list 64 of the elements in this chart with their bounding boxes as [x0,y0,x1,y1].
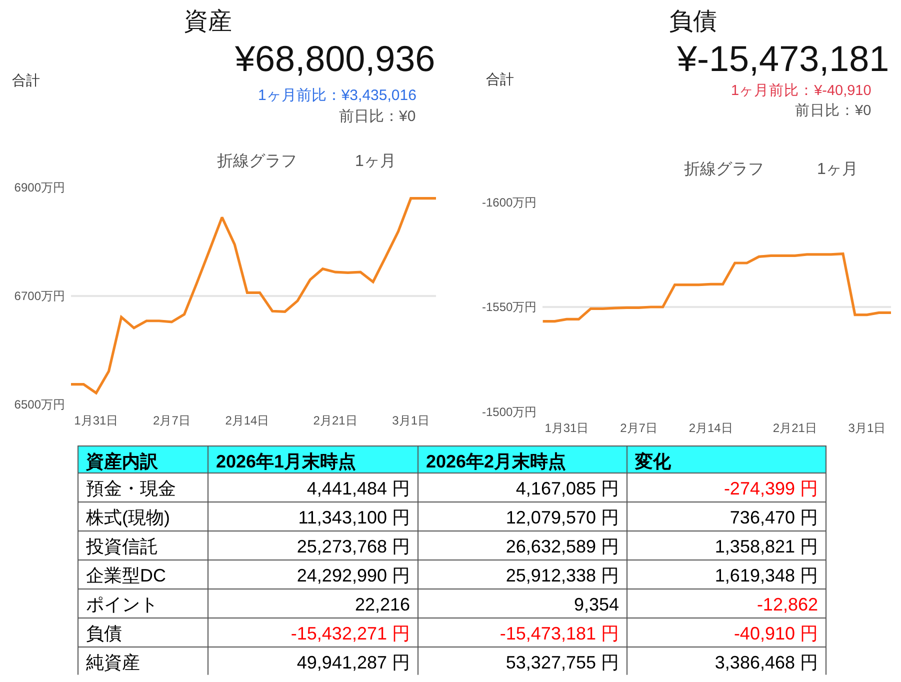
text: 1ヶ月前比：¥-40,910 [731,82,872,99]
category-label: 2026年2月末時点 [426,451,566,472]
text: -15,473,181 円 [500,623,619,644]
text: 4,441,484 円 [306,478,410,498]
category-label: 負債 [86,623,122,644]
text: 前日比：¥0 [339,108,416,125]
text: 22,216 [354,594,410,614]
text: -15,432,271 円 [290,623,410,644]
y-tick-label: 6900万円 [14,180,65,195]
category-label: 投資信託 [86,536,158,556]
text: 25,912,338 円 [506,565,619,586]
x-tick-label: 1月31日 [544,420,589,435]
text: 前日比：¥0 [795,102,872,119]
text: 資産内訳 [85,451,159,472]
text: 736,470 円 [730,507,818,528]
category-label: 預金・現金 [86,478,176,498]
text: -40,910 円 [734,623,818,644]
text: 3,386,468 円 [714,652,818,672]
y-tick-label: 6700万円 [14,289,65,304]
text: 26,632,589 円 [506,536,619,556]
category-label: ポイント [86,594,158,614]
text: 折線グラフ [217,153,297,170]
y-tick-label: 6500万円 [14,398,65,412]
x-tick-label: 2月14日 [688,420,733,435]
text: 9,354 [574,594,619,614]
chart-subtitle: ¥68,800,936 [234,38,436,79]
chart-subtitle: ¥-15,473,181 [676,38,890,79]
text: 合計 [486,71,514,87]
y-tick-label: -1550万円 [482,300,537,314]
text: 12,079,570 円 [506,507,619,528]
x-tick-label: 2月7日 [620,420,658,435]
line-series [71,197,436,394]
text: -274,399 円 [724,478,818,498]
text: 1ヶ月 [355,153,396,170]
text: 合計 [12,72,40,88]
text: 1,619,348 円 [714,565,818,586]
text: 49,941,287 円 [296,652,410,672]
x-tick-label: 1月31日 [74,413,118,428]
category-label: 株式(現物) [86,507,170,528]
chart-title: 負債 [669,7,717,35]
category-label: 企業型DC [86,565,166,586]
x-tick-label: 2月21日 [772,420,817,435]
x-tick-label: 2月7日 [153,413,190,428]
text: 1ヶ月前比：¥3,435,016 [258,87,416,104]
category-label: 純資産 [86,652,140,672]
x-tick-label: 2月21日 [313,413,358,428]
text: -12,862 [756,594,818,614]
chart-title: 資産 [184,7,232,35]
category-label: 変化 [634,451,672,472]
text: 1,358,821 円 [714,536,818,556]
y-tick-label: -1500万円 [482,405,537,420]
text: 4,167,085 円 [516,478,619,498]
category-label: 2026年1月末時点 [216,451,356,472]
text: 24,292,990 円 [296,565,410,586]
line-series [542,252,891,323]
text: 53,327,755 円 [506,652,619,672]
x-tick-label: 3月1日 [392,413,430,428]
x-tick-label: 3月1日 [848,420,886,435]
text: 25,273,768 円 [296,536,410,556]
x-tick-label: 2月14日 [225,413,270,428]
text: 折線グラフ [684,161,764,178]
text: 11,343,100 円 [298,507,410,528]
text: 1ヶ月 [817,161,858,178]
y-tick-label: -1600万円 [482,195,537,210]
